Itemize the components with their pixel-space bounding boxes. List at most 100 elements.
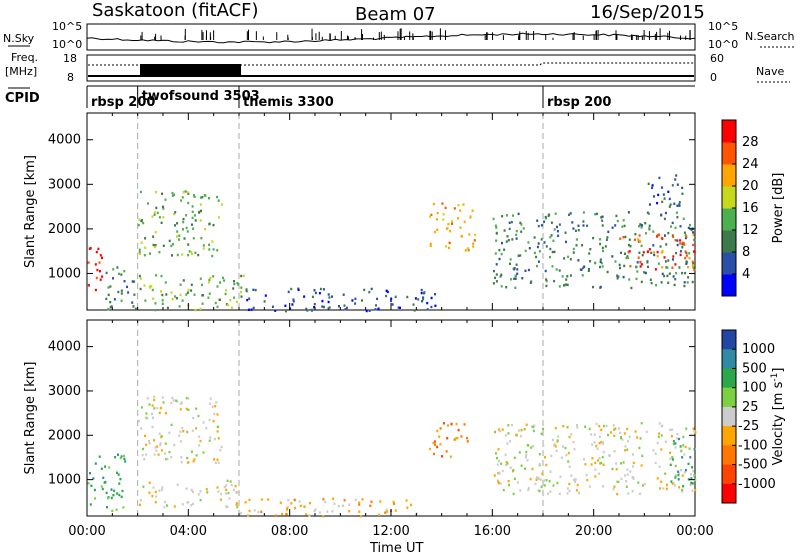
range-cell — [663, 256, 666, 259]
range-cell — [385, 294, 388, 298]
range-cell — [652, 195, 655, 198]
range-cell — [229, 480, 232, 483]
range-cell — [599, 462, 602, 465]
range-cell — [524, 269, 527, 272]
range-cell — [643, 482, 646, 486]
range-cell — [426, 308, 429, 311]
range-cell — [506, 442, 509, 445]
colorbar-segment — [722, 368, 736, 389]
range-cell — [199, 498, 202, 502]
range-cell — [118, 482, 121, 485]
range-cell — [640, 226, 643, 229]
range-cell — [647, 182, 650, 185]
range-cell — [257, 510, 260, 514]
range-cell — [657, 193, 660, 197]
range-cell — [394, 509, 397, 512]
range-cell — [606, 236, 609, 239]
range-cell — [674, 239, 677, 242]
range-cell — [161, 486, 164, 489]
range-cell — [137, 223, 140, 227]
range-cell — [220, 492, 222, 496]
range-cell — [162, 216, 165, 219]
range-cell — [186, 430, 189, 434]
range-cell — [629, 470, 632, 473]
range-cell — [555, 268, 558, 271]
range-cell — [185, 226, 188, 230]
range-cell — [547, 492, 549, 495]
range-cell — [508, 483, 510, 487]
range-cell — [117, 473, 120, 476]
range-cell — [628, 238, 631, 241]
range-cell — [505, 240, 508, 243]
range-cell — [515, 229, 518, 233]
range-cell — [599, 238, 602, 241]
range-cell — [328, 306, 331, 309]
range-cell — [466, 436, 468, 440]
range-cell — [127, 291, 130, 294]
range-cell — [684, 471, 686, 474]
range-cell — [183, 237, 186, 240]
range-cell — [692, 262, 695, 265]
range-cell — [545, 463, 548, 467]
range-cell — [652, 244, 655, 247]
range-cell — [656, 441, 659, 445]
range-cell — [665, 487, 668, 491]
range-cell — [453, 438, 456, 441]
range-cell — [432, 441, 435, 445]
range-cell — [182, 228, 184, 231]
range-cell — [449, 455, 452, 458]
range-cell — [148, 440, 150, 443]
range-cell — [589, 248, 592, 251]
range-cell — [582, 224, 585, 227]
range-cell — [229, 299, 232, 302]
range-cell — [145, 453, 148, 456]
range-cell — [590, 433, 593, 436]
range-cell — [658, 233, 661, 236]
range-cell — [193, 458, 196, 461]
range-cell — [619, 266, 621, 270]
range-cell — [693, 238, 696, 242]
range-cell — [562, 445, 564, 448]
range-cell — [625, 256, 628, 260]
range-cell — [649, 203, 651, 206]
range-cell — [217, 298, 220, 301]
range-cell — [391, 303, 394, 306]
range-cell — [674, 484, 676, 487]
range-cell — [429, 244, 432, 247]
range-cell — [624, 252, 626, 255]
range-cell — [660, 214, 663, 217]
range-cell — [293, 498, 296, 501]
range-cell — [684, 271, 687, 275]
range-cell — [601, 441, 604, 444]
range-cell — [536, 476, 539, 479]
cpid-name: rbsp 200 — [91, 95, 155, 110]
range-cell — [501, 241, 503, 245]
colorbar-segment — [722, 387, 736, 408]
range-cell — [513, 277, 516, 280]
range-cell — [693, 268, 696, 272]
range-cell — [666, 266, 669, 269]
range-cell — [322, 498, 325, 501]
range-cell — [226, 303, 229, 307]
range-cell — [89, 247, 92, 250]
range-cell — [193, 194, 195, 197]
range-cell — [118, 493, 121, 497]
range-cell — [681, 490, 684, 493]
range-cell — [494, 276, 497, 280]
range-cell — [576, 426, 579, 429]
range-cell — [670, 435, 673, 438]
range-cell — [216, 285, 219, 288]
range-cell — [145, 412, 148, 415]
range-cell — [500, 462, 503, 465]
x-tick-label: 16:00 — [474, 524, 511, 539]
range-cell — [448, 241, 451, 245]
range-cell — [494, 224, 497, 227]
range-cell — [637, 238, 640, 241]
range-cell — [534, 482, 537, 486]
range-cell — [174, 211, 177, 214]
range-cell — [671, 428, 673, 431]
range-cell — [100, 485, 103, 488]
range-cell — [191, 223, 193, 226]
range-cell — [139, 287, 142, 291]
range-cell — [208, 243, 211, 246]
